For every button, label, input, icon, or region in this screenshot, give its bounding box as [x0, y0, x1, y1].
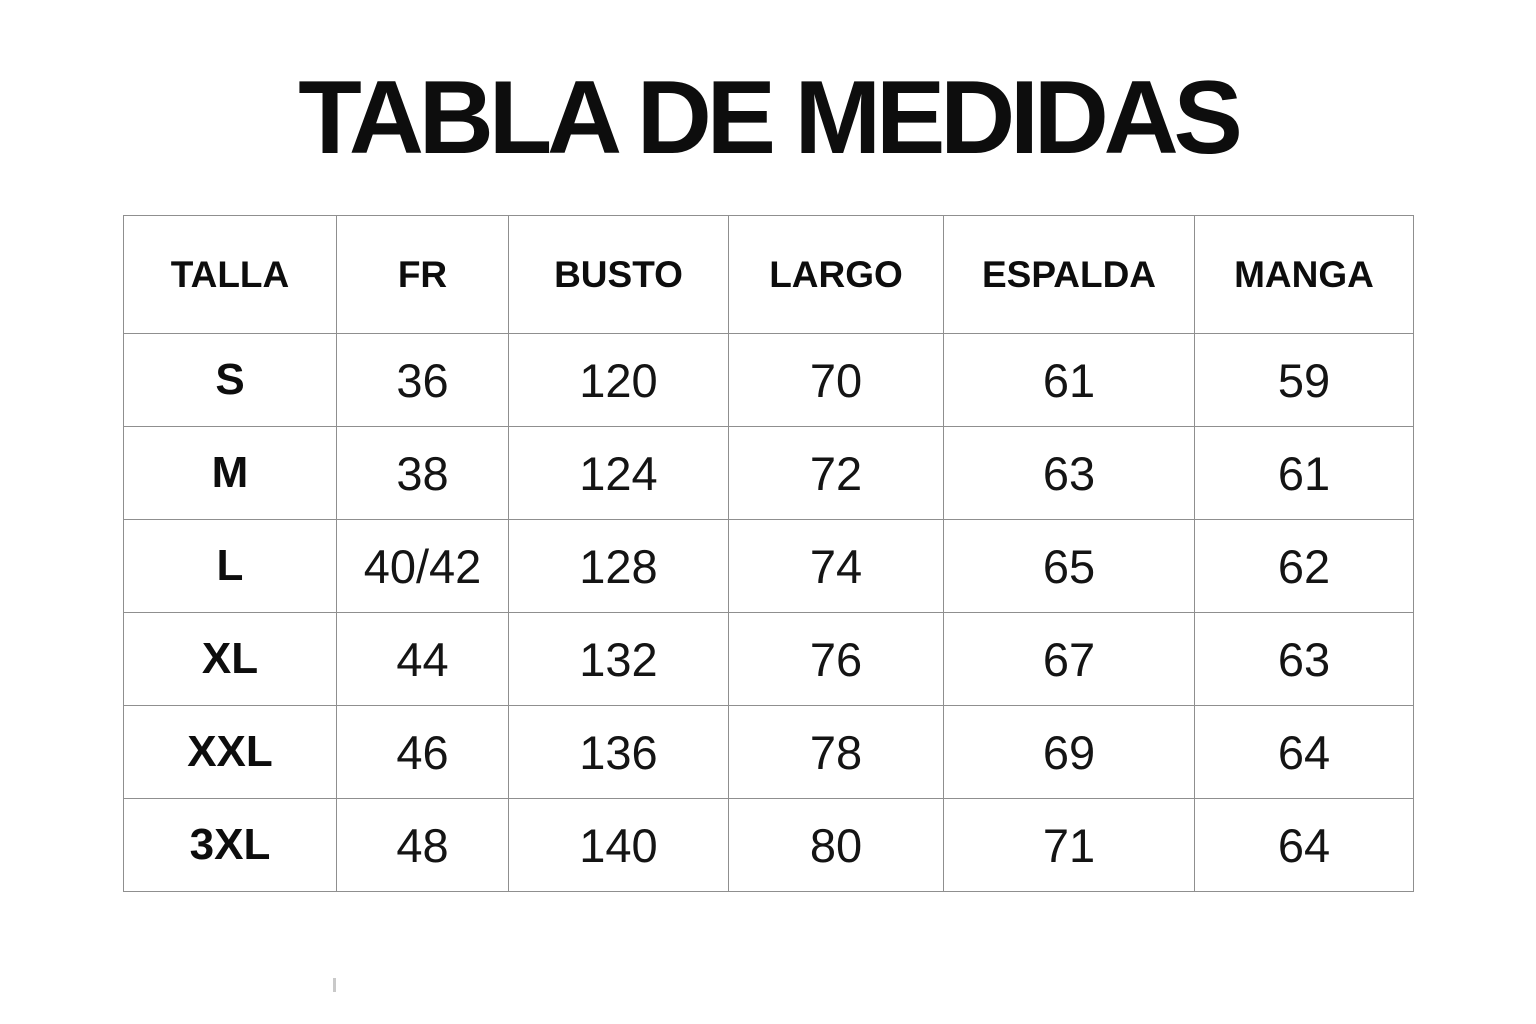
size-table: TALLA FR BUSTO LARGO ESPALDA MANGA S 36 120 70 61… — [123, 215, 1414, 892]
value-cell: 65 — [943, 519, 1195, 613]
value-cell: 80 — [728, 798, 944, 892]
size-cell: XXL — [123, 705, 337, 799]
size-cell: 3XL — [123, 798, 337, 892]
value-cell: 44 — [336, 612, 509, 706]
value-cell: 71 — [943, 798, 1195, 892]
header-cell-talla: TALLA — [123, 215, 337, 334]
value-cell: 136 — [508, 705, 729, 799]
value-cell: 64 — [1194, 798, 1414, 892]
value-cell: 63 — [1194, 612, 1414, 706]
value-cell: 63 — [943, 426, 1195, 520]
header-cell-largo: LARGO — [728, 215, 944, 334]
stray-mark — [333, 978, 336, 992]
table-header-row: TALLA FR BUSTO LARGO ESPALDA MANGA — [123, 215, 1414, 334]
header-cell-busto: BUSTO — [508, 215, 729, 334]
value-cell: 69 — [943, 705, 1195, 799]
table-row: 3XL 48 140 80 71 64 — [123, 798, 1414, 892]
value-cell: 61 — [1194, 426, 1414, 520]
value-cell: 62 — [1194, 519, 1414, 613]
value-cell: 46 — [336, 705, 509, 799]
value-cell: 72 — [728, 426, 944, 520]
size-cell: M — [123, 426, 337, 520]
size-cell: S — [123, 333, 337, 427]
value-cell: 59 — [1194, 333, 1414, 427]
value-cell: 36 — [336, 333, 509, 427]
header-cell-manga: MANGA — [1194, 215, 1414, 334]
header-cell-fr: FR — [336, 215, 509, 334]
value-cell: 124 — [508, 426, 729, 520]
value-cell: 64 — [1194, 705, 1414, 799]
value-cell: 128 — [508, 519, 729, 613]
size-cell: XL — [123, 612, 337, 706]
table-row: S 36 120 70 61 59 — [123, 333, 1414, 427]
value-cell: 120 — [508, 333, 729, 427]
page-title: TABLA DE MEDIDAS — [298, 60, 1243, 176]
header-cell-espalda: ESPALDA — [943, 215, 1195, 334]
value-cell: 70 — [728, 333, 944, 427]
value-cell: 48 — [336, 798, 509, 892]
value-cell: 38 — [336, 426, 509, 520]
table-row: XL 44 132 76 67 63 — [123, 612, 1414, 706]
value-cell: 140 — [508, 798, 729, 892]
value-cell: 40/42 — [336, 519, 509, 613]
table-row: XXL 46 136 78 69 64 — [123, 705, 1414, 799]
value-cell: 67 — [943, 612, 1195, 706]
table-row: M 38 124 72 63 61 — [123, 426, 1414, 520]
value-cell: 132 — [508, 612, 729, 706]
size-cell: L — [123, 519, 337, 613]
value-cell: 74 — [728, 519, 944, 613]
table-row: L 40/42 128 74 65 62 — [123, 519, 1414, 613]
value-cell: 78 — [728, 705, 944, 799]
value-cell: 61 — [943, 333, 1195, 427]
value-cell: 76 — [728, 612, 944, 706]
